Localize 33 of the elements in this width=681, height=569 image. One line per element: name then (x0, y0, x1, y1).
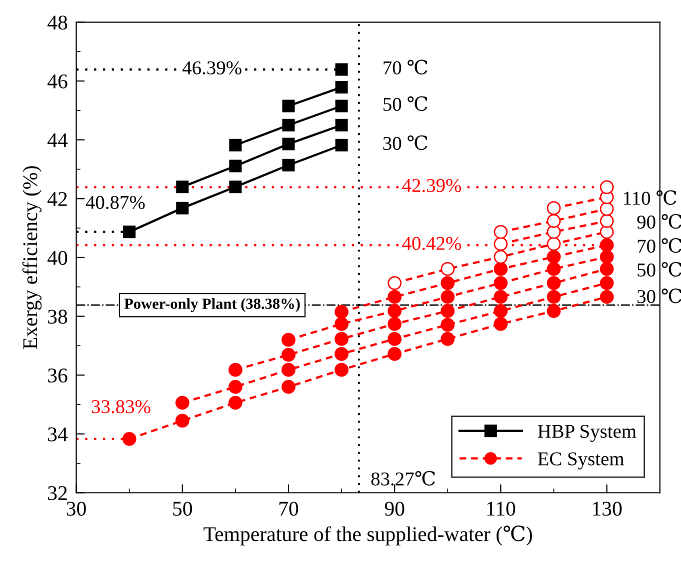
annotation: 33.83% (92, 400, 150, 414)
x-axis-title: Temperature of the supplied-water (℃) (204, 526, 532, 546)
ref-line-label: Power-only Plant (38.38%) (124, 298, 300, 312)
y-tick-label: 34 (48, 427, 68, 442)
y-tick-label: 32 (48, 486, 67, 500)
y-tick-label: 38 (48, 310, 68, 324)
y-tick-label: 48 (48, 16, 68, 30)
annotation: 70 ℃ (638, 238, 681, 253)
legend-label: EC System (538, 452, 624, 470)
annotation: 40.42% (402, 236, 462, 250)
annotation: 83.27℃ (371, 470, 435, 486)
annotation: 46.39% (182, 61, 242, 74)
y-tick-label: 36 (48, 368, 68, 383)
annotation: 50 ℃ (638, 262, 681, 277)
y-tick-label: 42 (48, 192, 67, 206)
y-tick-label: 44 (48, 133, 68, 148)
x-tick-label: 130 (593, 502, 622, 516)
annotation: 70 ℃ (384, 60, 428, 74)
legend-label: HBP System (538, 424, 636, 442)
x-tick-label: 70 (279, 502, 298, 516)
x-tick-label: 30 (66, 502, 86, 516)
y-tick-label: 40 (48, 250, 68, 265)
annotation: 30 ℃ (638, 288, 681, 304)
x-tick-label: 90 (384, 502, 404, 516)
y-tick-label: 46 (48, 74, 68, 88)
y-axis-title: Exergy efficiency (%) (22, 166, 42, 350)
annotation: 42.39% (402, 178, 462, 192)
annotation: 40.87% (86, 196, 145, 210)
x-tick-label: 110 (487, 502, 516, 516)
annotation: 50 ℃ (384, 96, 428, 111)
x-tick-label: 50 (173, 502, 192, 516)
annotation: 30 ℃ (383, 135, 428, 150)
annotation: 90 ℃ (637, 214, 681, 229)
